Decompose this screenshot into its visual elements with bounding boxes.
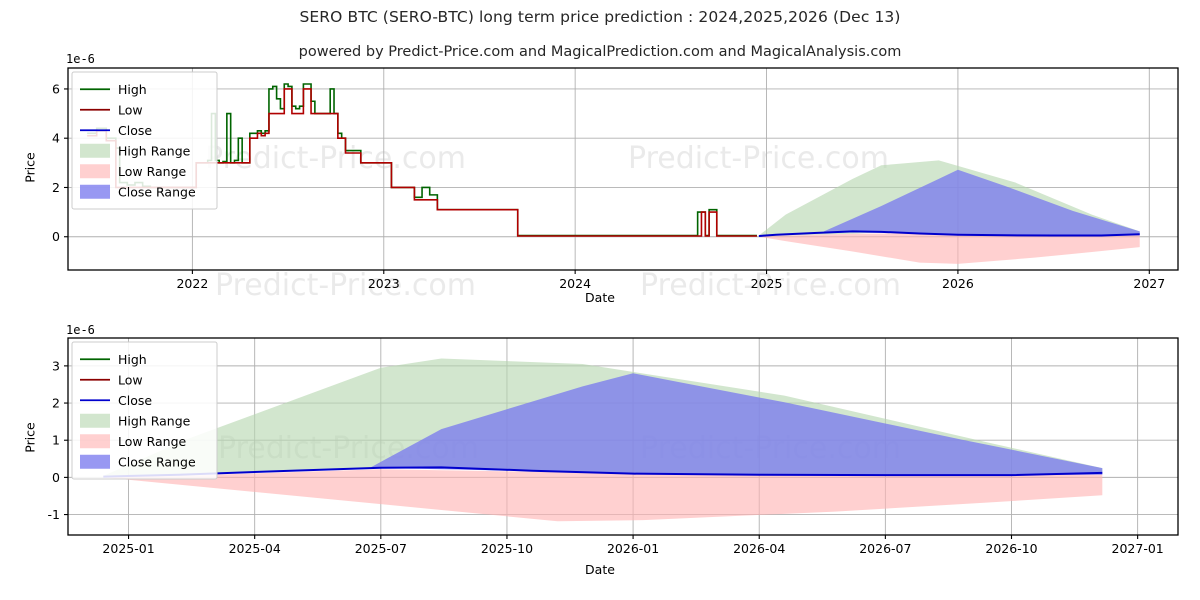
legend-swatch-band — [80, 454, 110, 469]
legend-item-label: Low — [118, 372, 143, 387]
range-bands — [103, 358, 1103, 522]
band-low-range — [758, 233, 1140, 264]
legend-item-label: High — [118, 82, 147, 97]
y-tick-label: 2 — [52, 396, 60, 411]
legend-item-low[interactable]: Low — [80, 102, 143, 117]
legend-item-label: Close — [118, 393, 152, 408]
x-tick-label: 2024 — [559, 276, 591, 291]
axis-ticks: 2025-01 2025-04 2025-07 2025-10 2026-01 2026-… — [48, 358, 1164, 556]
x-tick-label: 2027-01 — [1112, 541, 1164, 556]
legend-item-close[interactable]: Close — [80, 393, 152, 408]
watermark-text: Predict-Price.com — [640, 268, 901, 303]
band-close-range — [370, 373, 1103, 476]
top-chart-x-axis-label: Date — [585, 290, 615, 305]
y-tick-label: -1 — [48, 507, 60, 522]
x-tick-label: 2026-04 — [733, 541, 785, 556]
legend-item-label: High Range — [118, 413, 191, 428]
watermark-text: Predict-Price.com — [628, 141, 889, 176]
legend-item-label: Low Range — [118, 434, 187, 449]
x-tick-label: 2026-07 — [859, 541, 911, 556]
bottom-chart-x-axis-label: Date — [585, 562, 615, 577]
x-tick-label: 2025 — [751, 276, 783, 291]
legend-swatch-band — [80, 413, 110, 428]
y-tick-label: 6 — [52, 81, 60, 96]
band-low-range — [103, 469, 1103, 522]
data-series — [103, 466, 1103, 478]
watermark-text: Predict-Price.com — [215, 268, 476, 303]
x-tick-label: 2027 — [1133, 276, 1165, 291]
x-tick-label: 2026-01 — [607, 541, 659, 556]
legend-item-high-range[interactable]: High Range — [80, 413, 191, 428]
y-tick-label: 4 — [52, 131, 60, 146]
y-tick-label: 0 — [52, 470, 60, 485]
legend-item-high[interactable]: High — [80, 82, 147, 97]
axis-ticks: 2022 2023 2024 2025 2026 2027 0 2 4 6 — [52, 81, 1165, 291]
legend-item-label: Low Range — [118, 164, 187, 179]
legend-item-low-range[interactable]: Low Range — [80, 164, 187, 179]
legend-item-label: Close Range — [118, 454, 196, 469]
plot-border — [67, 67, 1179, 271]
legend-item-low[interactable]: Low — [80, 372, 143, 387]
legend-item-high[interactable]: High — [80, 352, 147, 367]
bottom-chart-plot: Predict-Price.comPredict-Price.com2025-0… — [48, 337, 1179, 556]
plot-border — [67, 337, 1179, 536]
x-tick-label: 2025-04 — [229, 541, 281, 556]
series-line-close — [103, 466, 1103, 478]
x-tick-label: 2023 — [368, 276, 400, 291]
legend-item-label: Close — [118, 123, 152, 138]
bottom-chart-y-exponent: 1e-6 — [66, 323, 95, 337]
page-title: SERO BTC (SERO-BTC) long term price pred… — [299, 8, 901, 26]
x-tick-label: 2025-10 — [481, 541, 533, 556]
top-chart-plot: Predict-Price.com Predict-Price.com Predic… — [52, 67, 1179, 303]
legend-item-high-range[interactable]: High Range — [80, 143, 191, 158]
legend-item-label: Close Range — [118, 184, 196, 199]
chart-legend: High Low Close High Range Low Range Close Ran… — [71, 71, 218, 210]
legend-swatch-band — [80, 434, 110, 449]
legend-item-low-range[interactable]: Low Range — [80, 434, 187, 449]
band-close-range — [823, 169, 1140, 236]
y-tick-label: 1 — [52, 433, 60, 448]
legend-item-label: High — [118, 352, 147, 367]
watermark-group: Predict-Price.com Predict-Price.com Predic… — [205, 141, 901, 303]
y-tick-label: 2 — [52, 180, 60, 195]
y-tick-label: 3 — [52, 358, 60, 373]
series-line-close — [758, 230, 1140, 238]
x-tick-label: 2025-01 — [102, 541, 154, 556]
watermark-text: Predict-Price.com — [205, 141, 466, 176]
x-tick-label: 2026 — [942, 276, 974, 291]
legend-item-close-range[interactable]: Close Range — [80, 184, 196, 199]
legend-item-label: Low — [118, 102, 143, 117]
legend-item-label: High Range — [118, 143, 191, 158]
range-bands — [758, 160, 1140, 264]
page-subtitle: powered by Predict-Price.com and Magical… — [298, 44, 902, 60]
legend-swatch-band — [80, 143, 110, 158]
legend-swatch-band — [80, 164, 110, 179]
legend-item-close-range[interactable]: Close Range — [80, 454, 196, 469]
x-tick-label: 2025-07 — [355, 541, 407, 556]
x-tick-label: 2022 — [176, 276, 208, 291]
y-tick-label: 0 — [52, 229, 60, 244]
legend-item-close[interactable]: Close — [80, 123, 152, 138]
legend-swatch-band — [80, 184, 110, 199]
top-chart-y-exponent: 1e-6 — [66, 52, 95, 66]
x-tick-label: 2026-10 — [985, 541, 1037, 556]
chart-legend: High Low Close High Range Low Range Close Ran… — [71, 341, 218, 480]
